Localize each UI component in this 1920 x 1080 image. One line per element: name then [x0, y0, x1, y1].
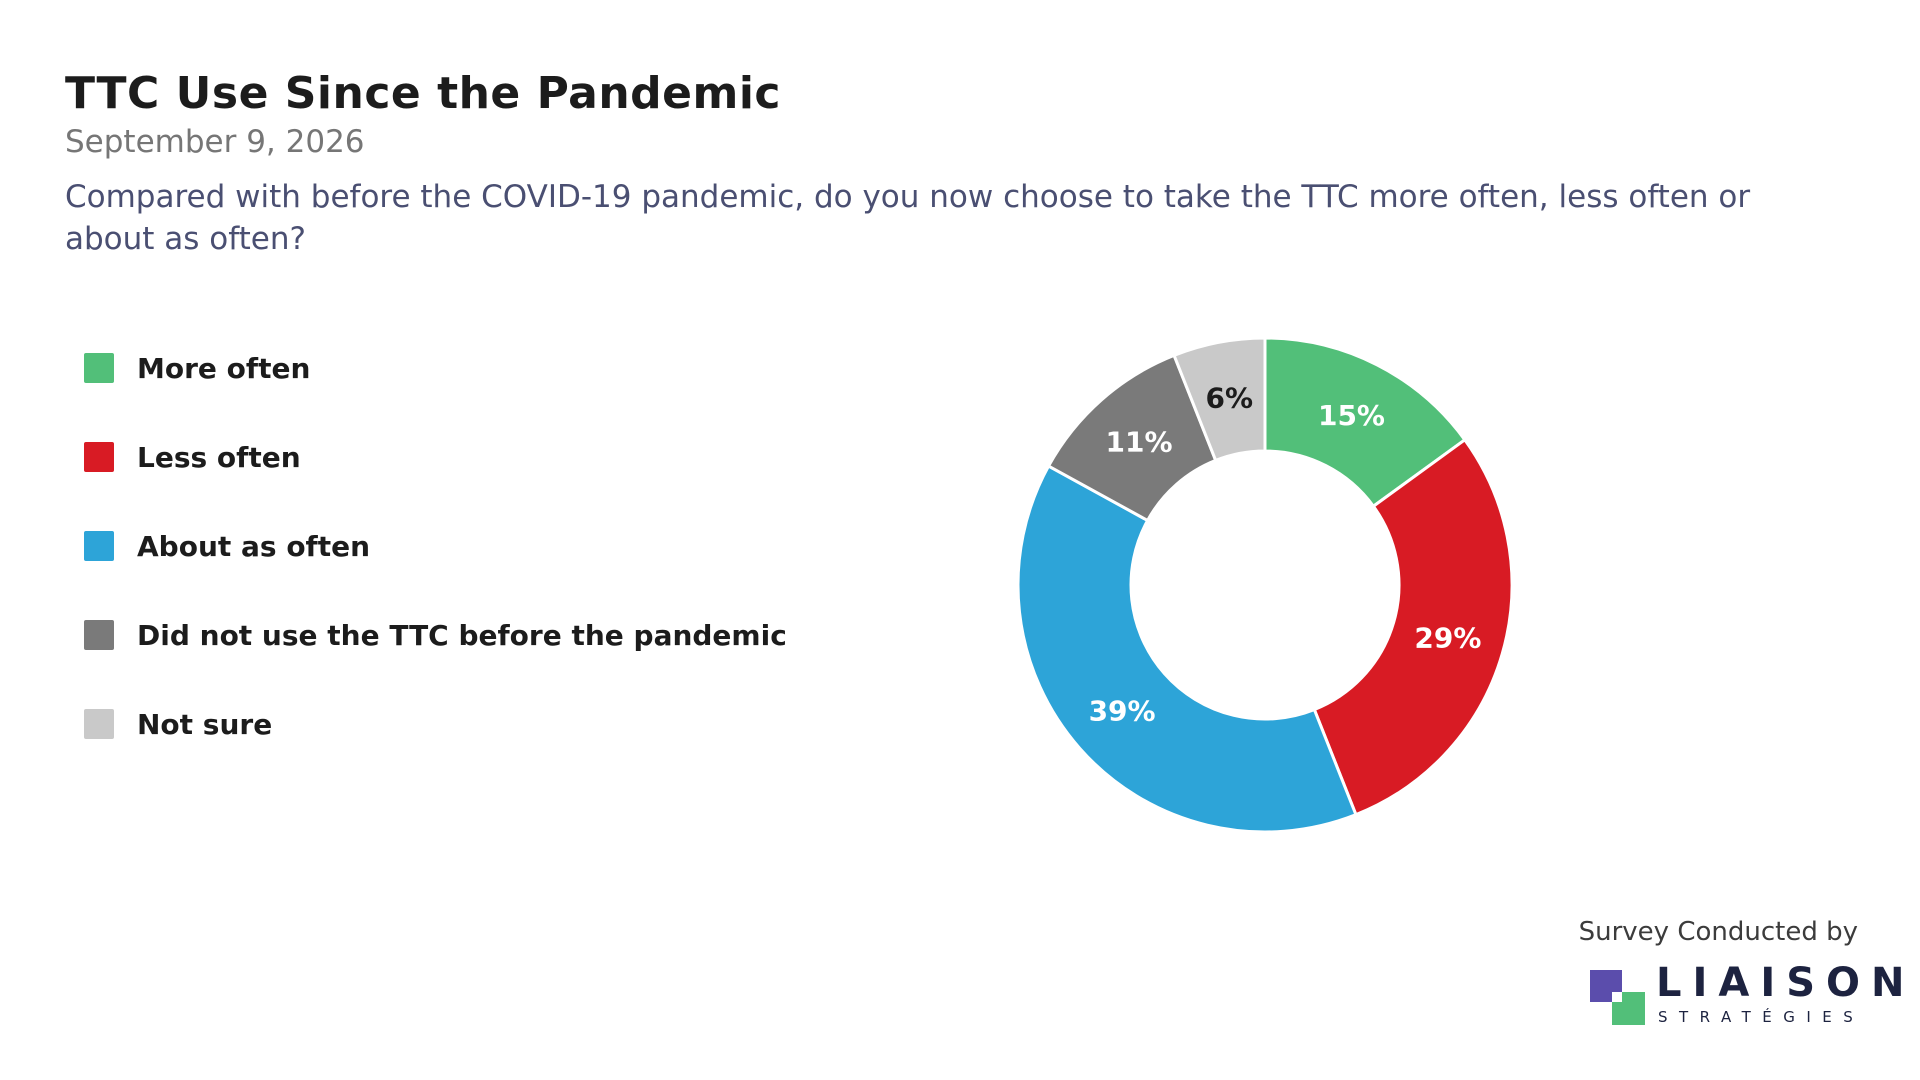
survey-question: Compared with before the COVID-19 pandem… [65, 179, 1751, 257]
survey-date: September 9, 2026 [65, 124, 365, 160]
legend-item-not-sure: Not sure [84, 704, 272, 744]
donut-label-did-not-use-the-ttc-before-the-pandemic: 11% [1106, 426, 1173, 459]
liaison-logo-mark-icon [1590, 970, 1645, 1025]
legend-label-more-often: More often [137, 351, 311, 385]
donut-label-about-as-often: 39% [1089, 694, 1156, 727]
donut-slice-about-as-often [1016, 463, 1358, 834]
donut-slice-less-often [1312, 437, 1514, 817]
legend-swatch-did-not-use [84, 620, 114, 650]
donut-slice-not-sure [1172, 336, 1267, 463]
donut-slices [1016, 336, 1514, 834]
legend-item-less-often: Less often [84, 437, 301, 477]
legend-item-about-as-often: About as often [84, 526, 370, 566]
legend-label-about-as-often: About as often [137, 529, 371, 563]
legend-swatch-not-sure [84, 709, 114, 739]
donut-label-not-sure: 6% [1206, 381, 1254, 414]
chart-title: TTC Use Since the Pandemic [65, 68, 782, 119]
legend-swatch-about-as-often [84, 531, 114, 561]
legend-label-less-often: Less often [137, 440, 301, 474]
legend-item-more-often: More often [84, 348, 310, 388]
donut-slice-labels: 15% 29% 39% 11% 6% [1089, 381, 1482, 727]
donut-label-less-often: 29% [1414, 622, 1481, 655]
survey-credit: Survey Conducted by [1578, 917, 1858, 947]
legend-label-did-not-use: Did not use the TTC before the pandemic [137, 618, 787, 652]
logo-subtitle: STRATÉGIES [1658, 1008, 1865, 1026]
logo-wordmark: LIAISON [1656, 960, 1916, 1006]
donut-label-more-often: 15% [1318, 399, 1385, 432]
legend-swatch-less-often [84, 442, 114, 472]
legend-item-did-not-use: Did not use the TTC before the pandemic [84, 615, 787, 655]
legend-swatch-more-often [84, 353, 114, 383]
logo-overlap [1612, 992, 1622, 1002]
legend-label-not-sure: Not sure [137, 707, 273, 741]
